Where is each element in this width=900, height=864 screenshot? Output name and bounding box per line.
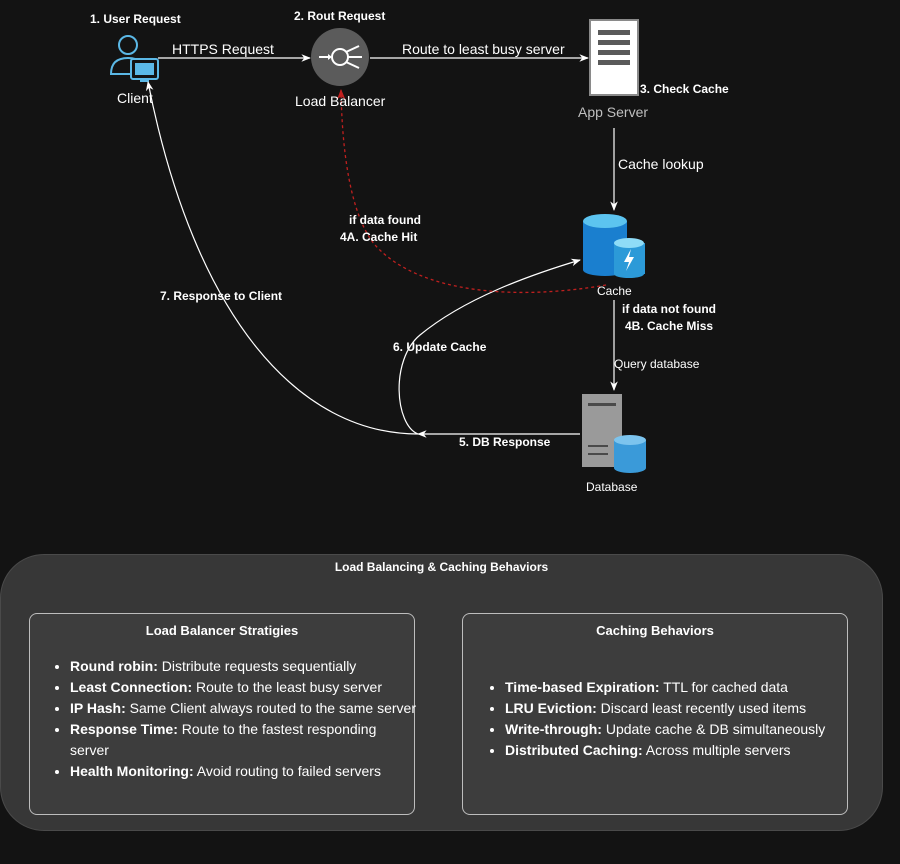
item-description: Discard least recently used items [596, 700, 807, 716]
item-description: Route to the fastest responding server [70, 721, 377, 758]
item-description: Same Client always routed to the same se… [125, 700, 417, 716]
cache-hit-condition: if data found [349, 213, 421, 227]
item-term: LRU Eviction: [505, 700, 597, 716]
database-label: Database [586, 480, 638, 494]
item-description: Update cache & DB simultaneously [601, 721, 826, 737]
cache-lookup-label: Cache lookup [618, 156, 704, 172]
cache-miss-label: 4B. Cache Miss [625, 319, 714, 333]
item-description: TTL for cached data [659, 679, 788, 695]
lb-strategies-list: Round robin: Distribute requests sequent… [48, 656, 418, 782]
list-item: Response Time: Route to the fastest resp… [70, 719, 418, 761]
behaviors-panel: Load Balancing & Caching Behaviors Load … [0, 554, 883, 831]
client-label: Client [117, 90, 153, 106]
item-description: Route to the least busy server [192, 679, 382, 695]
load-balancer-icon [311, 28, 369, 86]
https-request-label: HTTPS Request [172, 41, 274, 57]
item-term: Least Connection: [70, 679, 193, 695]
list-item: Write-through: Update cache & DB simulta… [505, 719, 853, 740]
list-item: Round robin: Distribute requests sequent… [70, 656, 418, 677]
flow-diagram [109, 19, 646, 473]
step-6-label: 6. Update Cache [393, 340, 487, 354]
list-item: Least Connection: Route to the least bus… [70, 677, 418, 698]
cache-miss-condition: if data not found [622, 302, 716, 316]
edge-response-to-client [145, 81, 419, 435]
lb-card-title: Load Balancer Stratigies [145, 623, 299, 638]
app-server-label: App Server [578, 104, 649, 120]
app-server-icon [589, 19, 639, 96]
item-term: Round robin: [70, 658, 158, 674]
edge-cache-hit [336, 88, 607, 294]
edge-update-cache [398, 258, 581, 435]
item-term: IP Hash: [70, 700, 126, 716]
caching-behaviors-card: Caching Behaviors Time-based Expiration:… [462, 613, 848, 815]
step-5-label: 5. DB Response [459, 435, 551, 449]
item-term: Response Time: [70, 721, 178, 737]
query-database-label: Query database [614, 357, 700, 371]
list-item: Time-based Expiration: TTL for cached da… [505, 677, 853, 698]
list-item: Distributed Caching: Across multiple ser… [505, 740, 853, 761]
item-term: Distributed Caching: [505, 742, 643, 758]
cache-icon [583, 214, 645, 278]
cache-label: Cache [597, 284, 632, 298]
cache-hit-label: 4A. Cache Hit [340, 230, 418, 244]
list-item: IP Hash: Same Client always routed to th… [70, 698, 418, 719]
step-3-label: 3. Check Cache [640, 82, 729, 96]
item-description: Avoid routing to failed servers [193, 763, 381, 779]
panel-title: Load Balancing & Caching Behaviors [334, 560, 549, 574]
client-user-icon [109, 35, 159, 82]
step-2-label: 2. Rout Request [294, 9, 386, 23]
cache-card-title: Caching Behaviors [596, 623, 714, 638]
step-1-label: 1. User Request [90, 12, 181, 26]
load-balancer-label: Load Balancer [295, 93, 386, 109]
item-term: Health Monitoring: [70, 763, 194, 779]
list-item: LRU Eviction: Discard least recently use… [505, 698, 853, 719]
step-7-label: 7. Response to Client [160, 289, 283, 303]
route-label: Route to least busy server [402, 41, 565, 57]
item-term: Time-based Expiration: [505, 679, 660, 695]
list-item: Health Monitoring: Avoid routing to fail… [70, 761, 418, 782]
caching-behaviors-list: Time-based Expiration: TTL for cached da… [483, 677, 853, 761]
database-icon [582, 394, 646, 473]
item-description: Distribute requests sequentially [157, 658, 357, 674]
item-term: Write-through: [505, 721, 602, 737]
item-description: Across multiple servers [642, 742, 791, 758]
load-balancer-strategies-card: Load Balancer Stratigies Round robin: Di… [29, 613, 418, 815]
